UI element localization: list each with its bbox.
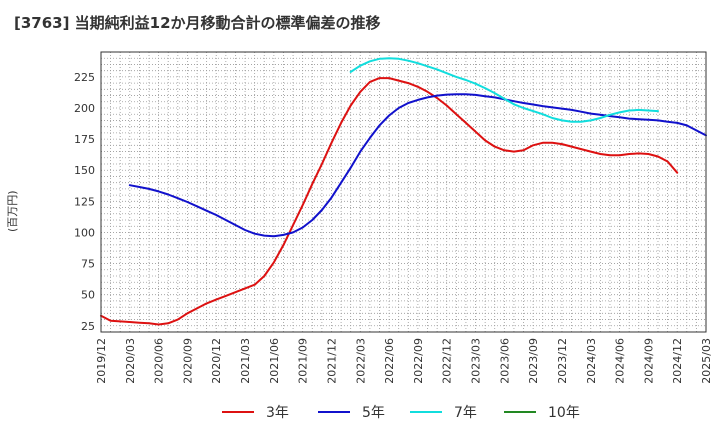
x-tick-label: 2021/03 xyxy=(239,338,252,384)
y-tick-label: 25 xyxy=(81,320,95,333)
y-tick-label: 225 xyxy=(74,71,95,84)
x-tick-label: 2022/12 xyxy=(441,338,454,384)
x-tick-label: 2024/12 xyxy=(671,338,684,384)
x-tick-label: 2020/06 xyxy=(153,338,166,384)
x-tick-label: 2020/03 xyxy=(124,338,137,384)
legend-item: 5年 xyxy=(318,402,385,422)
x-tick-label: 2022/06 xyxy=(383,338,396,384)
x-tick-label: 2021/12 xyxy=(325,338,338,384)
x-tick-label: 2023/03 xyxy=(470,338,483,384)
legend-label: 3年 xyxy=(266,405,289,421)
x-tick-label: 2020/12 xyxy=(210,338,223,384)
x-tick-label: 2023/12 xyxy=(556,338,569,384)
x-tick-label: 2021/06 xyxy=(268,338,281,384)
legend-item: 10年 xyxy=(504,402,580,422)
legend-swatch xyxy=(318,411,350,413)
plot-frame xyxy=(100,51,707,333)
y-tick-label: 50 xyxy=(81,289,95,302)
x-tick-label: 2020/09 xyxy=(181,338,194,384)
y-tick-label: 150 xyxy=(74,164,95,177)
x-tick-label: 2023/06 xyxy=(498,338,511,384)
series-layer xyxy=(100,57,707,326)
x-tick-label: 2022/03 xyxy=(354,338,367,384)
x-tick-label: 2024/03 xyxy=(585,338,598,384)
legend: 3年 5年 7年 10年 xyxy=(0,402,720,426)
x-tick-labels: 2019/12 2020/03 2020/06 2020/09 2020/12 2021/… xyxy=(95,338,713,384)
legend-swatch xyxy=(410,411,442,413)
x-tick-label: 2025/03 xyxy=(700,338,713,384)
legend-item: 3年 xyxy=(222,402,289,422)
x-tick-label: 2019/12 xyxy=(95,338,108,384)
legend-swatch xyxy=(222,411,254,413)
y-tick-labels: 25 50 75 100 125 150 175 200 225 xyxy=(74,71,95,333)
y-tick-label: 175 xyxy=(74,133,95,146)
series-line xyxy=(349,57,659,123)
grid-layer xyxy=(100,51,707,333)
x-tick-label: 2023/09 xyxy=(527,338,540,384)
y-tick-label: 100 xyxy=(74,226,95,239)
series-line xyxy=(128,93,707,238)
legend-swatch xyxy=(504,411,536,413)
y-tick-label: 200 xyxy=(74,102,95,115)
x-tick-label: 2022/09 xyxy=(412,338,425,384)
legend-label: 5年 xyxy=(362,405,385,421)
legend-item: 7年 xyxy=(410,402,477,422)
chart-title: [3763] 当期純利益12か月移動合計の標準偏差の推移 xyxy=(14,14,381,32)
y-tick-label: 125 xyxy=(74,195,95,208)
x-tick-label: 2024/06 xyxy=(614,338,627,384)
legend-label: 10年 xyxy=(548,405,580,421)
x-tick-label: 2024/09 xyxy=(642,338,655,384)
series-line xyxy=(100,77,679,326)
x-tick-label: 2021/09 xyxy=(297,338,310,384)
y-tick-label: 75 xyxy=(81,258,95,271)
legend-label: 7年 xyxy=(454,405,477,421)
